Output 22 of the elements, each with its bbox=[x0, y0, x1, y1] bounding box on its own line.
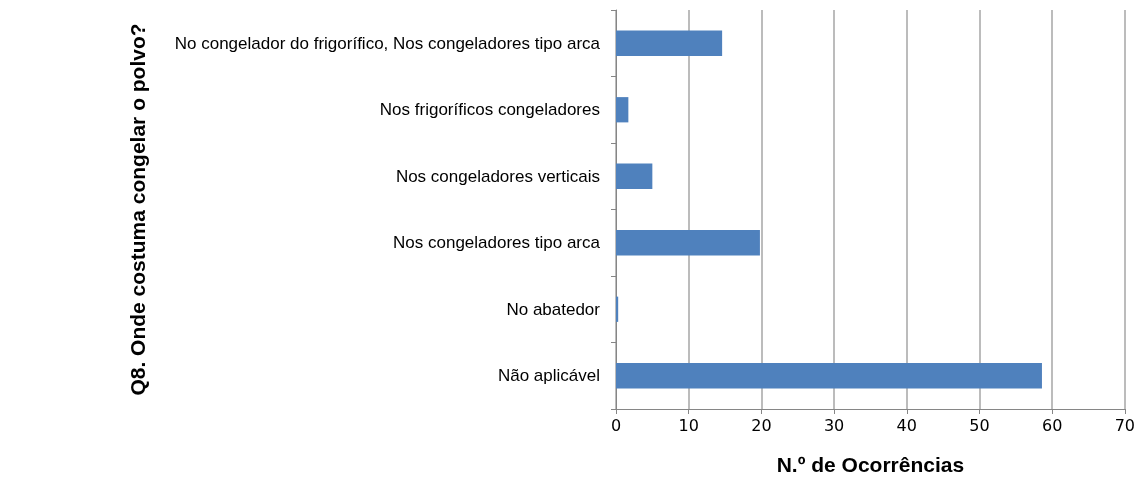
y-tick-label: Nos frigoríficos congeladores bbox=[379, 100, 600, 120]
y-tick-label: No abatedor bbox=[506, 299, 601, 319]
x-axis-title: N.º de Ocorrências bbox=[776, 453, 965, 476]
x-tick-label: 40 bbox=[896, 415, 917, 435]
x-tick-label: 10 bbox=[678, 415, 699, 435]
bar bbox=[616, 30, 723, 56]
bar bbox=[616, 230, 760, 256]
x-tick-label: 20 bbox=[751, 415, 772, 435]
x-tick-label: 50 bbox=[969, 415, 990, 435]
y-axis-title: Q8. Onde costuma congelar o polvo? bbox=[126, 23, 149, 396]
x-tick-label: 70 bbox=[1114, 415, 1135, 435]
bar bbox=[616, 363, 1042, 389]
y-tick-label: Não aplicável bbox=[497, 366, 600, 386]
bar bbox=[616, 97, 629, 123]
y-tick-label: Nos congeladores tipo arca bbox=[393, 233, 601, 253]
x-tick-label: 30 bbox=[823, 415, 845, 435]
bar bbox=[616, 296, 619, 322]
y-tick-label: No congelador do frigorífico, Nos congeladores tipo arca bbox=[174, 33, 601, 53]
x-tick-label: 60 bbox=[1041, 415, 1063, 435]
x-tick-label: 0 bbox=[610, 415, 622, 435]
bar bbox=[616, 163, 653, 189]
y-tick-label: Nos congeladores verticais bbox=[395, 166, 600, 186]
